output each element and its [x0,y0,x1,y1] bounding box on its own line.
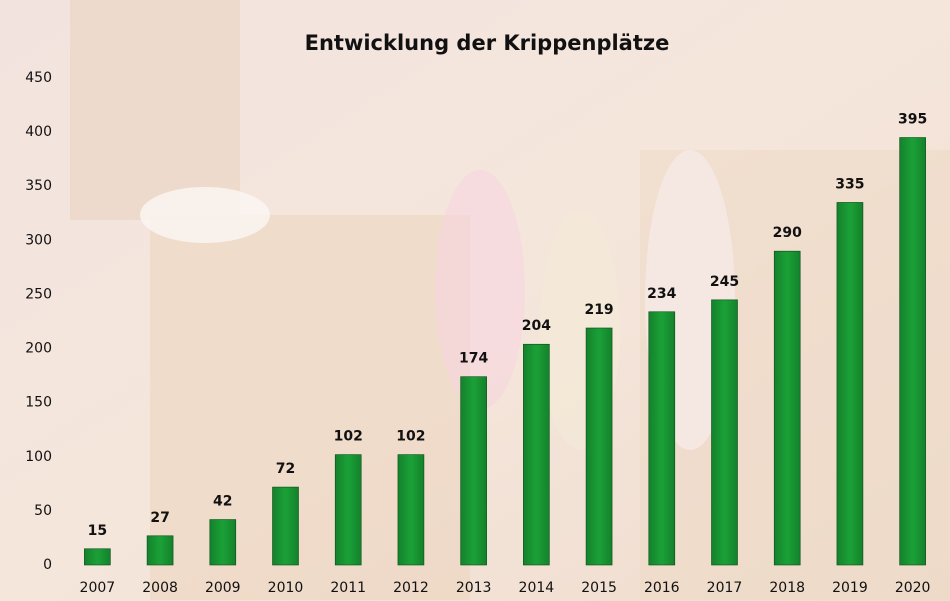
x-tick-label: 2014 [519,580,555,596]
x-tick-label: 2011 [330,580,366,596]
x-tick-label: 2008 [142,580,178,596]
value-label: 42 [213,494,232,510]
bar [900,138,926,565]
value-label: 395 [898,112,927,128]
bar [649,312,675,565]
bar [586,328,612,565]
photo-cabinet [70,0,240,220]
bar [523,344,549,565]
x-tick-label: 2012 [393,580,429,596]
photo-child [435,170,525,410]
y-tick-label: 250 [25,286,52,302]
bar [273,487,299,565]
value-label: 245 [710,274,739,290]
y-tick-label: 150 [25,395,52,411]
photo-bowl [140,187,270,243]
y-tick-label: 50 [34,503,52,519]
x-tick-label: 2009 [205,580,241,596]
x-tick-label: 2019 [832,580,868,596]
x-tick-label: 2013 [456,580,492,596]
bar [837,202,863,565]
x-tick-label: 2016 [644,580,680,596]
bar [398,455,424,565]
value-label: 335 [835,176,864,192]
value-label: 27 [150,510,169,526]
value-label: 204 [522,318,551,334]
x-tick-label: 2018 [769,580,805,596]
value-label: 102 [334,429,363,445]
bar [712,300,738,565]
bar [147,536,173,565]
y-tick-label: 200 [25,341,52,357]
bar [84,549,110,565]
y-tick-label: 300 [25,232,52,248]
value-label: 290 [773,225,802,241]
x-tick-label: 2020 [895,580,931,596]
bar [774,251,800,565]
bar [210,520,236,565]
chart: Entwicklung der Krippenplätze 0 50 100 150 2… [0,0,950,601]
value-label: 72 [276,461,295,477]
value-label: 15 [88,523,107,539]
x-tick-label: 2017 [707,580,743,596]
x-tick-label: 2015 [581,580,617,596]
bar [335,455,361,565]
x-tick-label: 2010 [268,580,304,596]
value-label: 174 [459,351,488,367]
y-tick-label: 350 [25,178,52,194]
y-tick-label: 0 [43,557,52,573]
value-label: 219 [584,302,613,318]
x-tick-label: 2007 [80,580,116,596]
y-tick-label: 400 [25,124,52,140]
bar [461,377,487,565]
value-label: 234 [647,286,676,302]
y-tick-label: 100 [25,449,52,465]
chart-title: Entwicklung der Krippenplätze [305,31,670,55]
value-label: 102 [396,429,425,445]
y-tick-label: 450 [25,70,52,86]
